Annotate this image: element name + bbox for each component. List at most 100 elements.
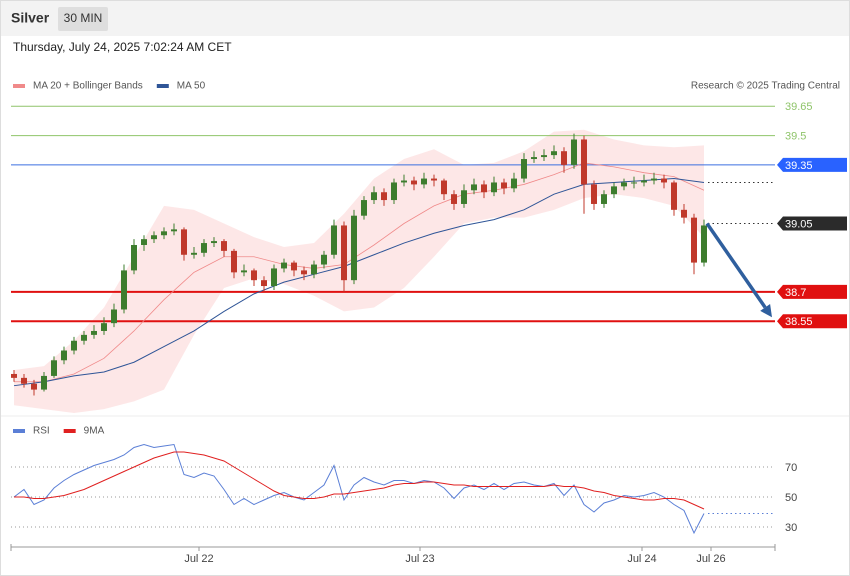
level-badge <box>777 216 847 231</box>
candle-body <box>341 225 347 281</box>
candle-body <box>461 190 467 204</box>
symbol: Silver <box>11 10 50 26</box>
candle-body <box>671 182 677 210</box>
candle-body <box>141 239 147 245</box>
candle-body <box>701 225 707 263</box>
candle-body <box>621 182 627 187</box>
legend-swatch <box>13 84 25 88</box>
candle-body <box>631 182 637 184</box>
candle-body <box>441 180 447 195</box>
x-tick-label: Jul 24 <box>627 553 656 565</box>
legend-swatch <box>13 429 25 433</box>
candle-body <box>71 340 77 351</box>
candle-body <box>231 250 237 273</box>
candle-body <box>641 180 647 183</box>
candle-body <box>271 268 277 287</box>
candle-body <box>421 178 427 185</box>
candle-body <box>211 241 217 244</box>
interval[interactable]: 30 MIN <box>64 11 103 25</box>
candle-body <box>101 323 107 331</box>
candle-body <box>201 243 207 253</box>
candle-body <box>191 252 197 255</box>
candle-body <box>301 270 307 275</box>
timestamp: Thursday, July 24, 2025 7:02:24 AM CET <box>13 40 232 54</box>
candle-body <box>91 330 97 335</box>
candle-body <box>601 194 607 204</box>
y-tick-label: 70 <box>785 462 797 474</box>
legend-label: MA 50 <box>177 81 206 92</box>
candle-body <box>661 178 667 183</box>
header-bar <box>0 0 850 36</box>
candle-body <box>321 254 327 265</box>
candle-body <box>261 280 267 287</box>
legend-label: MA 20 + Bollinger Bands <box>33 81 143 92</box>
x-tick-label: Jul 26 <box>696 553 725 565</box>
candle-body <box>81 334 87 341</box>
candle-body <box>61 350 67 361</box>
indicator-line <box>13 443 705 535</box>
legend-swatch <box>156 84 169 88</box>
candle-body <box>511 178 517 189</box>
candle-body <box>371 192 377 201</box>
candle-body <box>391 182 397 201</box>
level-badge <box>777 314 847 329</box>
candle-body <box>21 377 27 384</box>
candle-body <box>451 194 457 204</box>
level-badge <box>777 284 847 299</box>
candle-body <box>551 151 557 156</box>
candle-body <box>591 184 597 204</box>
level-label: 39.5 <box>785 130 806 142</box>
y-tick-label: 30 <box>785 522 797 534</box>
candle-body <box>281 262 287 269</box>
candle-body <box>531 157 537 160</box>
ma-line <box>14 162 705 383</box>
candle-body <box>431 178 437 181</box>
candle-body <box>481 184 487 193</box>
candle-body <box>181 229 187 255</box>
level-label: 38.7 <box>785 287 806 299</box>
candle-body <box>41 375 47 390</box>
candle-body <box>161 231 167 236</box>
interval-badge[interactable] <box>58 7 108 31</box>
legend-label: RSI <box>33 426 50 437</box>
candle-body <box>491 182 497 193</box>
source: Research © 2025 Trading Central <box>691 81 840 92</box>
candle-body <box>471 184 477 191</box>
candle-body <box>11 373 17 378</box>
arrow-head <box>760 304 772 318</box>
candle-body <box>291 262 297 271</box>
candle-body <box>241 270 247 273</box>
candle-body <box>251 270 257 281</box>
candle-body <box>411 180 417 185</box>
legend-label: 9MA <box>84 426 105 437</box>
level-label: 39.65 <box>785 101 813 113</box>
candle-body <box>611 186 617 195</box>
candle-body <box>151 235 157 240</box>
candle-body <box>681 209 687 218</box>
bollinger-band <box>14 129 704 414</box>
indicator-line <box>14 451 705 510</box>
candle-body <box>381 192 387 201</box>
x-tick-label: Jul 22 <box>184 553 213 565</box>
candle-body <box>111 309 117 324</box>
candle-body <box>501 182 507 189</box>
candle-body <box>311 264 317 275</box>
level-badge <box>777 157 847 172</box>
candle-body <box>31 383 37 390</box>
candle-body <box>651 178 657 181</box>
candle-body <box>571 139 577 165</box>
candle-body <box>401 180 407 183</box>
candle-body <box>131 245 137 271</box>
candle-body <box>121 270 127 310</box>
candle-body <box>561 151 567 165</box>
level-label: 39.35 <box>785 160 813 172</box>
candle-body <box>581 139 587 185</box>
candle-body <box>541 155 547 158</box>
candle-body <box>521 159 527 179</box>
candle-body <box>351 215 357 281</box>
y-tick-label: 50 <box>785 492 797 504</box>
legend-swatch <box>63 429 76 433</box>
x-tick-label: Jul 23 <box>405 553 434 565</box>
level-label: 38.55 <box>785 316 813 328</box>
